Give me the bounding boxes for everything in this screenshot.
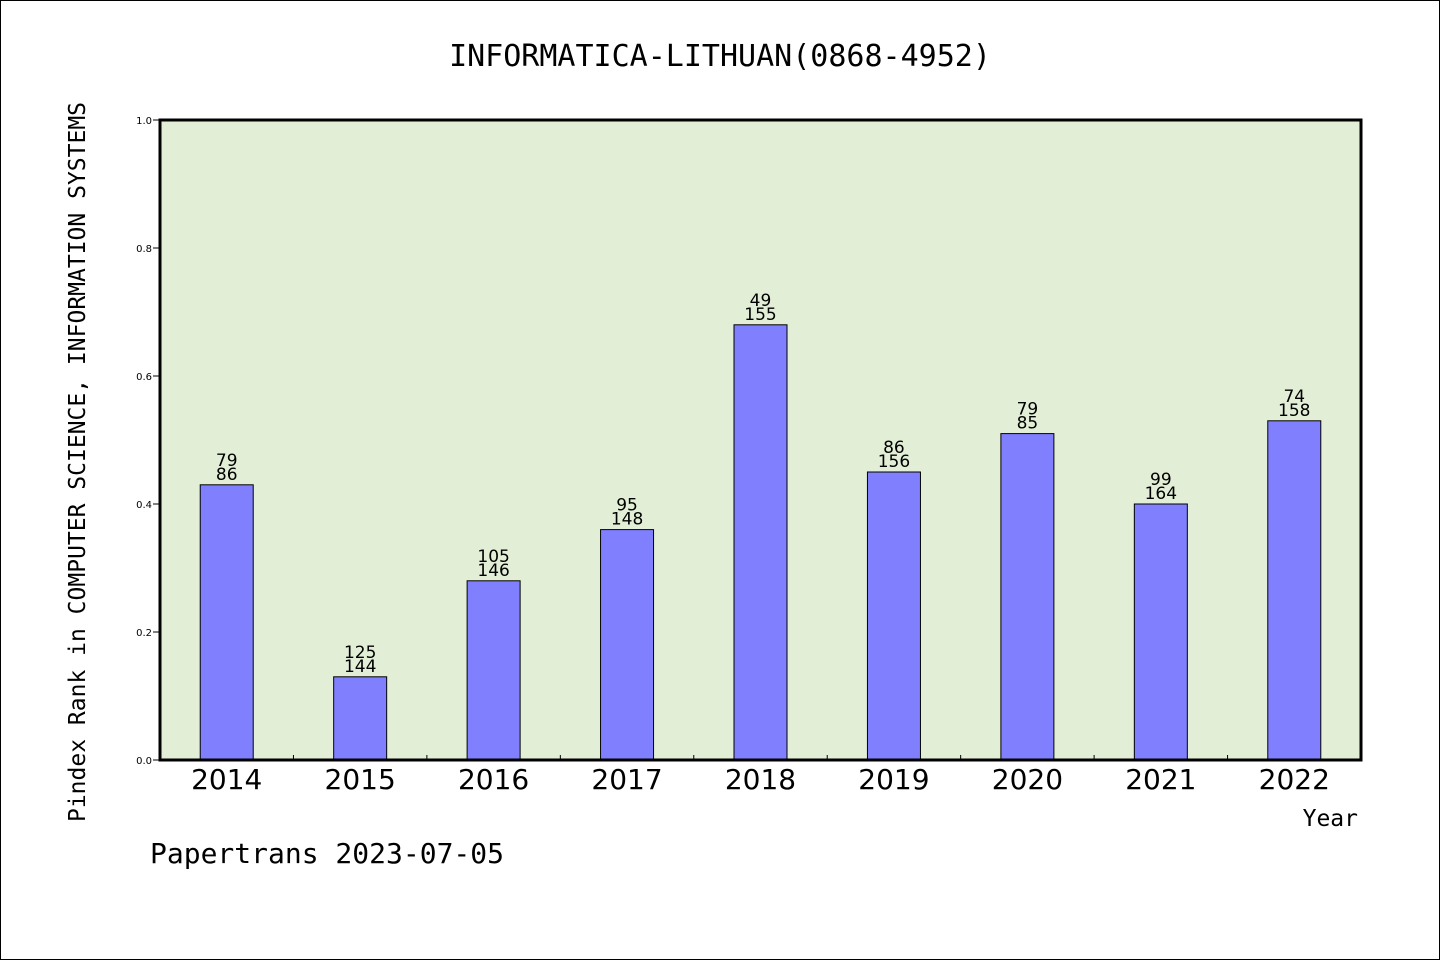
bar — [1267, 420, 1322, 761]
bar — [600, 529, 655, 761]
bar-label-top: 86 — [883, 438, 905, 458]
x-tick-label: 2015 — [325, 763, 396, 796]
bar — [199, 484, 254, 761]
x-tick-label: 2017 — [591, 763, 662, 796]
bar-label-bottom: 85 — [1017, 414, 1039, 434]
bar-label-bottom: 146 — [477, 561, 509, 581]
y-tick-label: 1.0 — [136, 116, 152, 127]
bar — [1000, 433, 1055, 761]
bar-label-bottom: 86 — [216, 465, 238, 485]
x-tick-label: 2016 — [458, 763, 529, 796]
bar-label-top: 125 — [344, 643, 376, 663]
x-tick-label: 2020 — [992, 763, 1063, 796]
bar-label-bottom: 158 — [1278, 401, 1310, 421]
bar-label-top: 95 — [616, 496, 638, 516]
bar — [466, 580, 521, 761]
chart-title: INFORMATICA-LITHUAN(0868-4952) — [449, 39, 991, 74]
bar-label-top: 79 — [216, 451, 238, 471]
y-tick-label: 0.8 — [136, 244, 152, 255]
y-tick-label: 0.4 — [136, 500, 152, 511]
y-tick-label: 0.2 — [136, 628, 152, 639]
bar — [733, 324, 788, 761]
x-axis-label: Year — [1303, 806, 1358, 832]
bar-label-bottom: 144 — [344, 657, 376, 677]
footer-text: Papertrans 2023-07-05 — [150, 837, 504, 870]
y-tick-label: 0.0 — [136, 756, 152, 767]
bar — [866, 471, 921, 761]
bar-label-bottom: 148 — [611, 510, 643, 530]
bar-label-bottom: 156 — [878, 452, 910, 472]
plot-border — [158, 118, 1363, 762]
x-tick-label: 2022 — [1259, 763, 1330, 796]
bar-label-top: 79 — [1017, 400, 1039, 420]
bar-label-top: 105 — [477, 547, 509, 567]
bar-label-top: 74 — [1283, 387, 1305, 407]
bar-label-bottom: 155 — [744, 305, 776, 325]
y-axis-label: Pindex Rank in COMPUTER SCIENCE, INFORMA… — [65, 102, 91, 822]
bar — [333, 676, 388, 761]
x-tick-label: 2019 — [858, 763, 929, 796]
y-tick-label: 0.6 — [136, 372, 152, 383]
x-tick-label: 2014 — [191, 763, 262, 796]
bar-label-top: 99 — [1150, 470, 1172, 490]
bar-label-bottom: 164 — [1145, 484, 1177, 504]
bar-label-top: 49 — [750, 291, 772, 311]
bar — [1133, 503, 1188, 761]
x-tick-label: 2021 — [1125, 763, 1196, 796]
x-tick-label: 2018 — [725, 763, 796, 796]
